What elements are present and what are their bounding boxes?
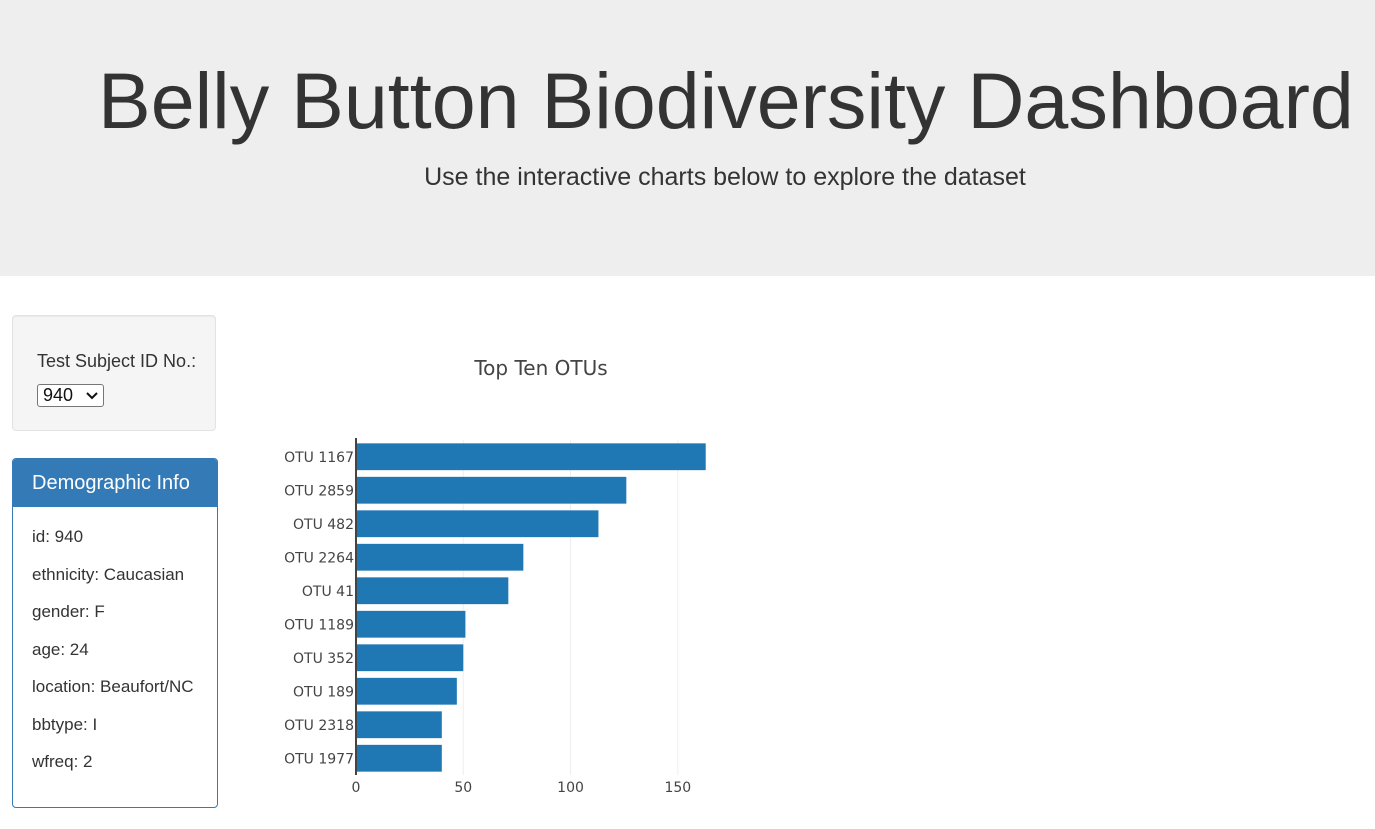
demographic-row: wfreq: 2 [32,752,93,771]
chevron-down-icon [86,392,98,400]
page-subtitle: Use the interactive charts below to expl… [424,163,1026,191]
x-tick-label: 50 [454,780,472,796]
y-tick-label: OTU 2318 [284,718,354,734]
bar [356,510,599,538]
bar [356,711,442,739]
demographic-row: gender: F [32,602,105,621]
y-tick-label: OTU 189 [293,684,354,700]
y-tick-label: OTU 2264 [284,550,354,566]
bar [356,476,627,504]
demographic-info-panel: Demographic Info id: 940 ethnicity: Cauca… [12,458,218,808]
y-tick-label: OTU 1977 [284,751,354,767]
demographic-row: id: 940 [32,527,84,546]
subject-id-selected-value: 940 [43,385,74,405]
page-title: Belly Button Biodiversity Dashboard [98,56,1354,145]
demographic-row: age: 24 [32,639,89,659]
chart-title: Top Ten OTUs [473,356,607,380]
bar [356,677,457,705]
demographic-info-heading: Demographic Info [13,459,217,507]
top-ten-otus-chart: Top Ten OTUs 0 50 100 150 OTU 1167 OTU 2859 OTU… [250,340,750,824]
header-banner: Belly Button Biodiversity Dashboard Use … [0,0,1375,276]
x-tick-label: 0 [352,780,361,796]
x-tick-label: 150 [664,780,691,796]
demographic-row: bbtype: I [32,714,98,734]
y-tick-label: OTU 2859 [284,483,354,499]
bar-chart-svg: Top Ten OTUs 0 50 100 150 OTU 1167 OTU 2859 OTU… [284,356,706,796]
bar [356,543,524,571]
bar [356,744,442,772]
y-tick-label: OTU 41 [302,584,354,600]
x-tick-label: 100 [557,780,584,796]
demographic-row: ethnicity: Caucasian [32,564,185,584]
bar [356,443,706,471]
subject-id-select[interactable]: 940 [37,384,104,407]
y-tick-label: OTU 482 [293,517,354,533]
subject-selector-panel: Test Subject ID No.: 940 [12,315,216,431]
bar [356,610,466,638]
bar [356,577,509,605]
y-tick-label: OTU 1167 [284,450,354,466]
y-tick-label: OTU 1189 [284,617,354,633]
demographic-row: location: Beaufort/NC [32,677,194,696]
y-tick-label: OTU 352 [293,651,354,667]
bar [356,644,464,672]
subject-id-label: Test Subject ID No.: [37,351,197,371]
